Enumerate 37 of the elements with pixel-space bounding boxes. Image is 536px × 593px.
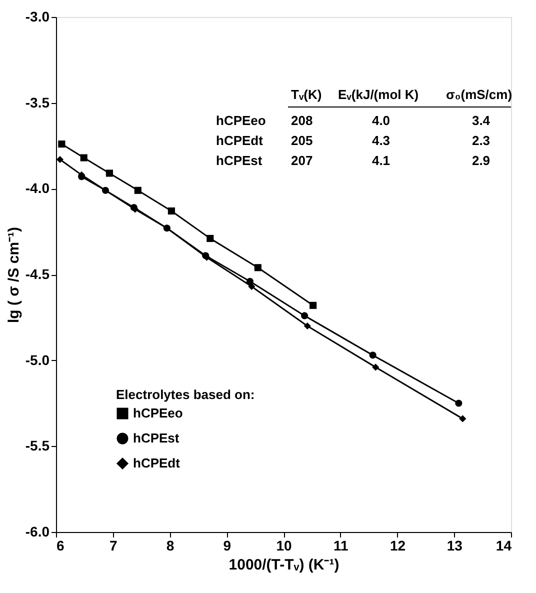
y-tick-label: -5.5: [25, 438, 50, 454]
annotation: 2.3: [472, 133, 490, 148]
y-axis-title: lg ( σ /S cm⁻¹): [5, 226, 22, 324]
y-tick-label: -4.5: [25, 266, 50, 282]
y-tick-label: -5.0: [25, 352, 50, 368]
legend-label: hCPEdt: [133, 456, 181, 470]
legend-title: Electrolytes based on:: [116, 387, 255, 402]
x-axis-title: 1000/(T-Tᵥ) (K⁻¹): [228, 556, 340, 574]
annotation: hCPEeo: [216, 113, 266, 128]
annotation: hCPEst: [216, 153, 263, 168]
annotation: 4.1: [372, 153, 390, 168]
x-tick-label: 12: [390, 538, 406, 554]
legend-label: hCPEeo: [133, 406, 183, 420]
y-tick-label: -6.0: [25, 524, 50, 540]
annotation: 4.0: [372, 113, 390, 128]
annotation: 207: [291, 153, 313, 168]
annotation: Eᵥ(kJ/(mol K): [338, 87, 419, 102]
y-tick-label: -3.5: [25, 94, 50, 110]
x-tick-label: 7: [109, 538, 118, 554]
annotation: 3.4: [472, 113, 491, 128]
x-tick-label: 13: [446, 538, 463, 554]
annotation: 205: [291, 133, 313, 148]
x-tick-label: 11: [333, 538, 348, 554]
annotation: 4.3: [372, 133, 390, 148]
x-tick-label: 8: [166, 538, 174, 554]
y-tick-label: -4.0: [25, 180, 50, 196]
x-tick-label: 9: [223, 538, 232, 554]
annotation: σ₀(mS/cm): [446, 87, 512, 102]
annotation: hCPEdt: [216, 133, 264, 148]
x-tick-label: 10: [276, 538, 292, 554]
annotation: 208: [291, 113, 313, 128]
y-tick-label: -3.0: [25, 8, 50, 24]
x-tick-label: 14: [496, 538, 512, 554]
legend-label: hCPEst: [133, 430, 180, 446]
annotation: Tᵥ(K): [291, 87, 322, 102]
annotation: 2.9: [472, 153, 490, 168]
x-tick-label: 6: [56, 538, 64, 554]
